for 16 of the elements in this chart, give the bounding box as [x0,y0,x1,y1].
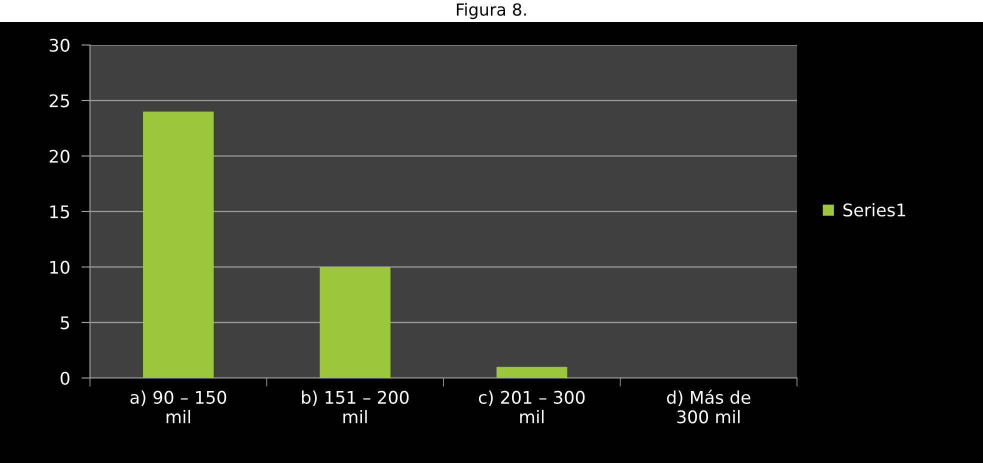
bar [320,267,390,378]
y-tick-label: 25 [50,94,70,108]
bar [143,112,214,378]
y-tick-label: 30 [50,38,70,52]
x-tick-label: d) Más de 300 mil [666,390,750,424]
y-tick-label: 5 [60,316,70,330]
x-tick-label: a) 90 – 150 mil [130,390,226,424]
bar [496,366,568,378]
y-tick-label: 10 [50,260,70,274]
y-tick-label: 20 [50,150,70,163]
x-tick-label: c) 201 – 300 mil [478,390,585,424]
y-tick-label: 15 [50,205,70,218]
x-tick-label: b) 151 – 200 mil [302,390,409,424]
legend-label: Series1 [843,203,906,217]
chart-title: Figura 8. [456,2,526,20]
y-tick-label: 0 [60,372,70,385]
